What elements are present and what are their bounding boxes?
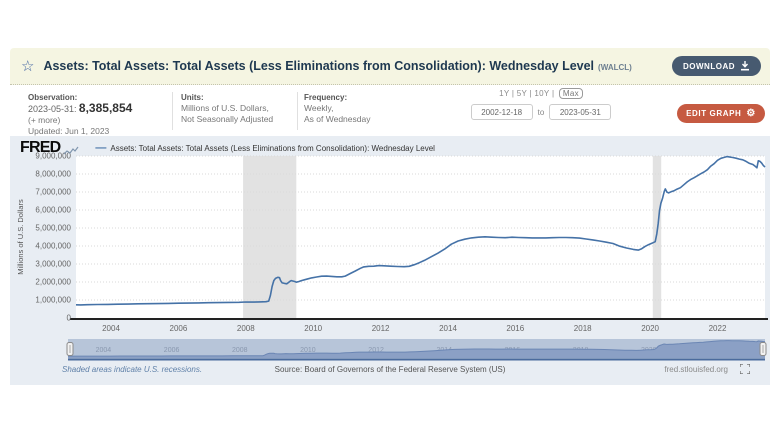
fred-logo[interactable]: FRED (20, 139, 61, 156)
x-tick-label: 2018 (574, 324, 592, 333)
recession-band (243, 156, 297, 318)
recession-band (652, 156, 662, 318)
title-bar: ☆ Assets: Total Assets: Total Assets (Le… (10, 48, 770, 85)
slider-year-label: 2006 (164, 347, 180, 354)
chart-svg[interactable]: 2004 2006 2008 2010 2012 2014 2016 2018 2020 2022… (10, 136, 770, 385)
range-controls: 1Y | 5Y | 10Y | Max to (458, 88, 624, 120)
frequency-line1: Weekly, (304, 103, 334, 113)
source-text: Source: Board of Governors of the Federa… (274, 365, 506, 374)
frequency-label: Frequency: (304, 93, 348, 102)
slider-area-edge (68, 340, 766, 357)
date-to-label: to (537, 107, 545, 117)
units-line1: Millions of U.S. Dollars, (181, 103, 269, 113)
y-tick-label: 7,000,000 (35, 188, 71, 197)
edit-graph-label: EDIT GRAPH (686, 109, 742, 118)
updated-text: Updated: Jun 1, 2023 (28, 126, 110, 136)
y-tick-label: 2,000,000 (35, 278, 71, 287)
range-preset-links[interactable]: 1Y | 5Y | 10Y | (499, 89, 555, 98)
units-label: Units: (181, 93, 204, 102)
frequency-line2: As of Wednesday (304, 114, 371, 124)
series-line (75, 155, 766, 306)
divider (297, 92, 298, 130)
units-block: Units: Millions of U.S. Dollars, Not Sea… (181, 92, 273, 125)
download-button[interactable]: DOWNLOAD (672, 56, 761, 76)
y-tick-label: 1,000,000 (35, 296, 71, 305)
divider (172, 92, 173, 130)
legend-label: Assets: Total Assets: Total Assets (Less… (110, 143, 435, 153)
observation-date: 2023-05-31: (28, 104, 77, 114)
frequency-block: Frequency: Weekly, As of Wednesday (304, 92, 370, 125)
y-tick-label: 8,000,000 (35, 170, 71, 179)
y-tick-label: 9,000,000 (35, 152, 71, 161)
plot-area[interactable] (76, 156, 765, 318)
favorite-star-icon[interactable]: ☆ (21, 57, 35, 75)
y-axis-title: Millions of U.S. Dollars (16, 199, 25, 275)
date-from-input[interactable] (470, 104, 533, 120)
x-tick-label: 2010 (304, 324, 322, 333)
observation-value: 8,385,854 (78, 101, 133, 115)
fullscreen-icon[interactable] (740, 364, 750, 374)
slider-year-label: 2008 (232, 347, 248, 354)
site-link[interactable]: fred.stlouisfed.org (664, 365, 728, 374)
x-tick-label: 2016 (506, 324, 524, 333)
y-tick-label: 4,000,000 (35, 242, 71, 251)
legend-row: FRED — Assets: Total Assets: Total Asset… (20, 139, 435, 157)
x-tick-label: 2008 (237, 324, 255, 333)
x-tick-label: 2022 (709, 324, 727, 333)
y-tick-label: 5,000,000 (35, 224, 71, 233)
units-line2: Not Seasonally Adjusted (181, 114, 274, 124)
range-preset-max[interactable]: Max (558, 88, 583, 99)
more-link[interactable]: (+ more) (28, 115, 61, 125)
graph-container: 2004 2006 2008 2010 2012 2014 2016 2018 2020 2022… (10, 136, 770, 385)
meta-row: Observation: 2023-05-31: 8,385,854 (+ mo… (10, 85, 770, 136)
x-tick-label: 2006 (170, 324, 188, 333)
download-label: DOWNLOAD (683, 61, 735, 71)
slider-year-label: 2004 (96, 347, 112, 354)
fred-logo-sparkline-icon (63, 146, 79, 154)
page-title: Assets: Total Assets: Total Assets (Less… (43, 59, 595, 73)
slider-year-label: 2010 (300, 347, 316, 354)
edit-graph-button[interactable]: EDIT GRAPH ⚙ (677, 104, 765, 123)
y-tick-label: 0 (67, 314, 72, 323)
slider-year-label: 2012 (368, 347, 384, 354)
series-ticker: (WALCL) (598, 62, 632, 72)
y-tick-label: 6,000,000 (35, 206, 71, 215)
gear-icon: ⚙ (746, 107, 756, 119)
x-tick-label: 2004 (102, 324, 120, 333)
download-icon (741, 61, 749, 71)
x-tick-label: 2020 (641, 324, 659, 333)
x-tick-label: 2014 (439, 324, 457, 333)
observation-block: Observation: 2023-05-31: 8,385,854 (+ mo… (28, 92, 132, 137)
x-tick-label: 2012 (372, 324, 390, 333)
date-to-input[interactable] (549, 104, 612, 120)
recessions-note: Shaded areas indicate U.S. recessions. (62, 365, 203, 374)
y-tick-label: 3,000,000 (35, 260, 71, 269)
legend-line-swatch: — (95, 142, 107, 154)
observation-label: Observation: (28, 93, 78, 102)
slider-area (68, 340, 765, 358)
